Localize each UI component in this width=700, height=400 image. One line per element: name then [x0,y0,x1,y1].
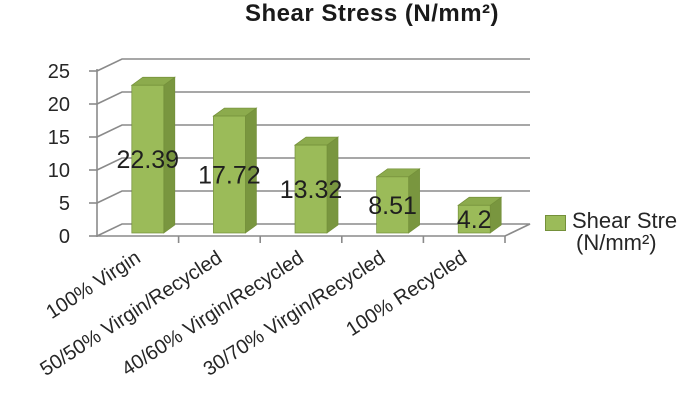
bar-front-face [376,176,409,234]
legend-label-line2: (N/mm²) [576,230,657,255]
gridline-10 [96,157,530,171]
data-label-5: 4.2 [457,206,492,234]
bar-2 [212,107,258,234]
bar-1 [130,76,176,234]
gridline-15 [96,124,530,138]
chart-legend: Shear Stre (N/mm²) [545,210,677,254]
data-label-2: 17.72 [198,162,261,190]
data-label-1: 22.39 [117,146,180,174]
bar-5 [457,196,503,234]
legend-label: Shear Stre (N/mm²) [572,210,677,254]
bar-4 [375,168,421,234]
gridline-20 [96,91,530,105]
legend-swatch [545,215,566,231]
data-label-3: 13.32 [280,176,343,204]
data-label-4: 8.51 [368,192,417,220]
chart-title: Shear Stress (N/mm²) [244,0,500,27]
y-tick-label-10: 10 [48,160,70,182]
legend-label-line1: Shear Stre [572,208,678,233]
bar-front-face [131,84,165,234]
gridline-25 [96,58,530,72]
y-tick-label-25: 25 [48,61,70,83]
bar-front-face [213,115,246,234]
bar-front-face [294,144,328,234]
y-tick-label-5: 5 [59,193,70,215]
bar-3 [293,136,340,234]
bar-front-face [457,204,491,234]
y-tick-label-20: 20 [48,94,70,116]
y-tick-label-15: 15 [48,127,70,149]
y-tick-label-0: 0 [59,226,70,248]
